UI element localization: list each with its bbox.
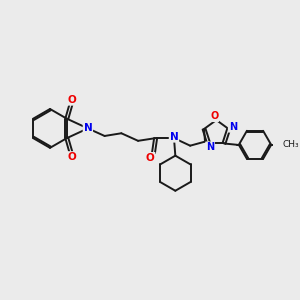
Text: N: N	[206, 142, 214, 152]
Text: N: N	[169, 132, 178, 142]
Text: O: O	[146, 153, 154, 163]
Text: O: O	[67, 152, 76, 162]
Text: CH₃: CH₃	[283, 140, 299, 149]
Text: O: O	[210, 111, 218, 121]
Text: N: N	[83, 123, 92, 134]
Text: O: O	[67, 95, 76, 105]
Text: N: N	[229, 122, 237, 132]
